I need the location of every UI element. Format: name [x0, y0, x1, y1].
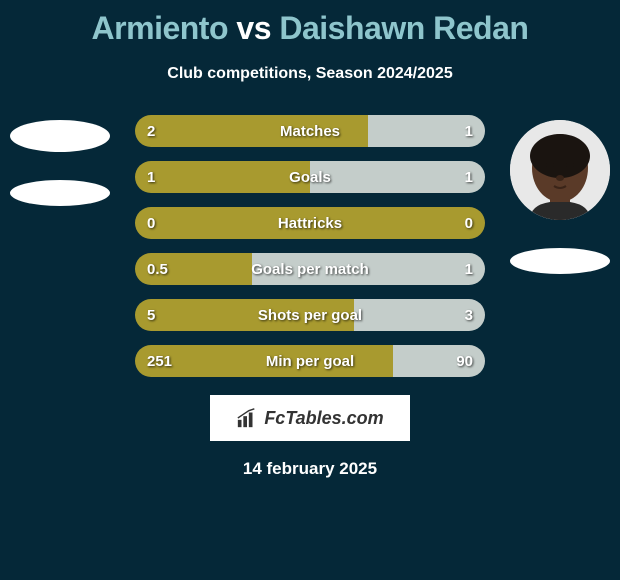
watermark-chart-icon: [236, 407, 258, 429]
comparison-title: Armiento vs Daishawn Redan: [92, 10, 529, 47]
stat-label: Goals per match: [251, 261, 369, 278]
stat-value-right: 1: [465, 169, 473, 186]
stat-row: 5 Shots per goal 3: [135, 299, 485, 331]
stat-value-left: 1: [147, 169, 155, 186]
stat-row: 251 Min per goal 90: [135, 345, 485, 377]
stats-column: 2 Matches 1 1 Goals 1 0 Hattricks 0 0.5 Goals per …: [135, 115, 485, 377]
stat-bar-left: [135, 161, 310, 193]
watermark: FcTables.com: [210, 395, 410, 441]
player1-name: Armiento: [92, 10, 228, 46]
player2-name: Daishawn Redan: [279, 10, 528, 46]
stat-bar-left: [135, 345, 393, 377]
stat-label: Goals: [289, 169, 331, 186]
stat-value-right: 1: [465, 123, 473, 140]
stat-row: 2 Matches 1: [135, 115, 485, 147]
stat-value-left: 0.5: [147, 261, 168, 278]
stat-value-left: 251: [147, 353, 172, 370]
stat-value-left: 0: [147, 215, 155, 232]
stat-value-left: 2: [147, 123, 155, 140]
date: 14 february 2025: [243, 459, 377, 479]
stat-label: Min per goal: [266, 353, 354, 370]
watermark-text: FcTables.com: [264, 408, 383, 429]
stat-label: Shots per goal: [258, 307, 362, 324]
stat-bar-right: [310, 161, 485, 193]
stat-label: Hattricks: [278, 215, 342, 232]
stat-value-right: 90: [456, 353, 473, 370]
stat-row: 0.5 Goals per match 1: [135, 253, 485, 285]
stat-value-right: 3: [465, 307, 473, 324]
stat-row: 1 Goals 1: [135, 161, 485, 193]
stat-value-left: 5: [147, 307, 155, 324]
subtitle: Club competitions, Season 2024/2025: [167, 65, 452, 83]
stat-value-right: 1: [465, 261, 473, 278]
stat-value-right: 0: [465, 215, 473, 232]
stat-label: Matches: [280, 123, 340, 140]
stat-row: 0 Hattricks 0: [135, 207, 485, 239]
